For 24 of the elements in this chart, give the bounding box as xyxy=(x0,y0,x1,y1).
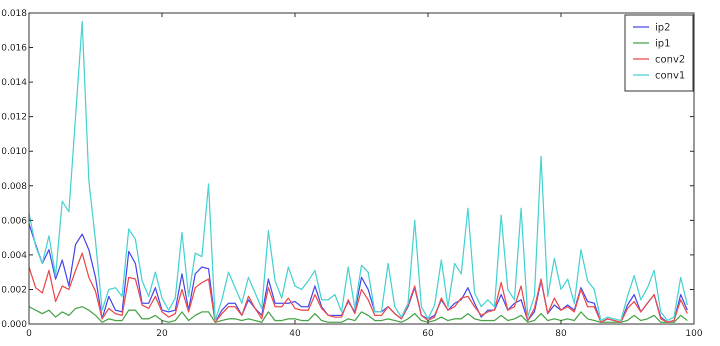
y-tick-label: 0.006 xyxy=(1,216,28,226)
y-tick-label: 0.010 xyxy=(1,147,28,158)
y-tick-label: 0.002 xyxy=(1,285,27,296)
y-tick-label: 0.016 xyxy=(1,44,28,54)
y-tick-label: 0.014 xyxy=(1,78,28,88)
legend-label: conv2 xyxy=(655,54,686,66)
legend-label: ip1 xyxy=(655,38,670,50)
x-tick-label: 100 xyxy=(685,329,703,339)
x-tick-label: 60 xyxy=(422,329,434,339)
x-tick-label: 20 xyxy=(156,329,168,339)
line-series xyxy=(28,252,688,323)
line-series xyxy=(28,306,688,323)
line-series xyxy=(28,223,688,323)
legend-label: conv1 xyxy=(655,70,686,82)
y-tick-label: 0.000 xyxy=(1,320,28,330)
y-tick-label: 0.018 xyxy=(1,9,28,19)
y-tick-label: 0.012 xyxy=(1,112,27,123)
legend-label: ip2 xyxy=(655,22,670,34)
y-tick-label: 0.008 xyxy=(1,182,28,192)
x-tick-label: 40 xyxy=(289,329,301,339)
line-series xyxy=(28,20,688,322)
x-tick-label: 0 xyxy=(26,329,32,339)
y-tick-label: 0.004 xyxy=(1,250,28,261)
x-tick-label: 80 xyxy=(555,329,567,339)
